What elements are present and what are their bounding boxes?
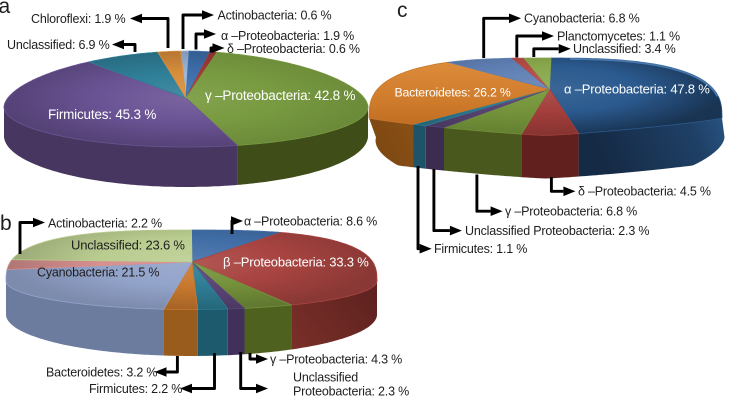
svg-text:γ –Proteobacteria: 4.3 %: γ –Proteobacteria: 4.3 %	[270, 352, 402, 366]
svg-text:β –Proteobacteria: 33.3 %: β –Proteobacteria: 33.3 %	[223, 255, 369, 270]
svg-text:Bacteroidetes: 3.2 %: Bacteroidetes: 3.2 %	[46, 365, 157, 379]
svg-text:δ –Proteobacteria: 4.5 %: δ –Proteobacteria: 4.5 %	[578, 185, 711, 199]
svg-text:α –Proteobacteria: 1.9 %: α –Proteobacteria: 1.9 %	[221, 29, 354, 43]
svg-text:Proteobacteria: 2.3 %: Proteobacteria: 2.3 %	[293, 385, 409, 399]
svg-text:Cyanobacteria: 6.8 %: Cyanobacteria: 6.8 %	[524, 12, 640, 26]
svg-text:α –Proteobacteria: 47.8 %: α –Proteobacteria: 47.8 %	[564, 82, 710, 97]
svg-text:Actinobacteria: 0.6 %: Actinobacteria: 0.6 %	[218, 9, 332, 23]
svg-text:Unclassified: 6.9 %: Unclassified: 6.9 %	[7, 38, 110, 52]
svg-text:Firmicutes: 45.3 %: Firmicutes: 45.3 %	[48, 107, 156, 122]
svg-text:Unclassified: 23.6 %: Unclassified: 23.6 %	[71, 238, 185, 253]
svg-text:γ –Proteobacteria: 6.8 %: γ –Proteobacteria: 6.8 %	[505, 205, 637, 219]
svg-text:Cyanobacteria: 21.5 %: Cyanobacteria: 21.5 %	[37, 266, 159, 280]
svg-text:Unclassified: 3.4 %: Unclassified: 3.4 %	[573, 42, 676, 56]
svg-text:Firmicutes: 2.2 %: Firmicutes: 2.2 %	[89, 382, 182, 396]
svg-text:Bacteroidetes: 26.2 %: Bacteroidetes: 26.2 %	[395, 86, 511, 100]
svg-text:Actinobacteria: 2.2 %: Actinobacteria: 2.2 %	[48, 217, 162, 231]
svg-text:Unclassified: Unclassified	[293, 371, 358, 385]
svg-text:γ –Proteobacteria: 42.8 %: γ –Proteobacteria: 42.8 %	[205, 88, 356, 103]
svg-text:c: c	[397, 0, 408, 22]
svg-text:Chloroflexi: 1.9 %: Chloroflexi: 1.9 %	[31, 12, 125, 26]
svg-text:Unclassified Proteobacteria: 2: Unclassified Proteobacteria: 2.3 %	[465, 224, 649, 238]
svg-text:Planctomycetes: 1.1 %: Planctomycetes: 1.1 %	[557, 29, 680, 43]
svg-text:δ –Proteobacteria: 0.6 %: δ –Proteobacteria: 0.6 %	[227, 42, 360, 56]
svg-text:b: b	[0, 212, 12, 235]
svg-text:Firmicutes: 1.1 %: Firmicutes: 1.1 %	[434, 242, 527, 256]
svg-text:α –Proteobacteria: 8.6 %: α –Proteobacteria: 8.6 %	[244, 214, 377, 228]
svg-text:a: a	[0, 0, 11, 18]
